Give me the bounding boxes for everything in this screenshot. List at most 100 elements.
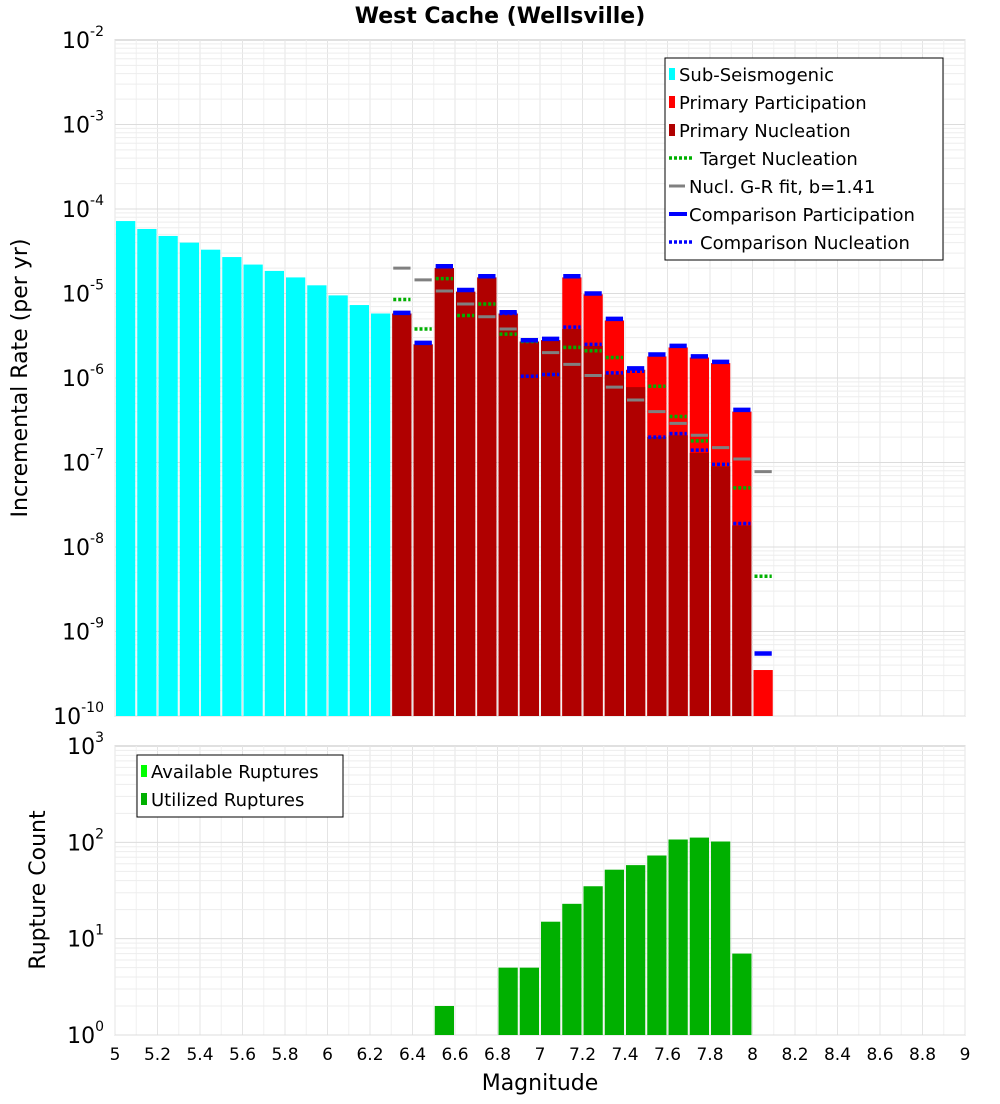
primary-nucleation-bar — [689, 452, 709, 716]
primary-nucleation-bar — [413, 344, 433, 716]
x-tick-label: 9 — [960, 1045, 971, 1065]
x-tick-label: 5.2 — [144, 1045, 171, 1065]
top-y-axis-title: Incremental Rate (per yr) — [8, 239, 33, 518]
y-tick-label: 10-9 — [62, 616, 104, 646]
x-tick-label: 6.6 — [441, 1045, 468, 1065]
x-tick-label: 5.4 — [186, 1045, 213, 1065]
utilized-ruptures-bar — [562, 903, 582, 1035]
legend-label: Target Nucleation — [699, 149, 858, 170]
x-tick-labels: 5 5.2 5.4 5.6 5.8 6 6.2 6.4 6.6 6.8 7 7.2 7.4 7.6 7.8 8… — [110, 1045, 971, 1065]
x-tick-label: 6.4 — [399, 1045, 426, 1065]
sub-seismogenic-bar — [179, 242, 199, 717]
sub-seismogenic-bar — [137, 228, 157, 716]
x-tick-label: 7 — [535, 1045, 546, 1065]
x-tick-label: 5.6 — [229, 1045, 256, 1065]
x-tick-label: 6.2 — [356, 1045, 383, 1065]
utilized-ruptures-bar — [604, 869, 624, 1035]
y-tick-label: 10-5 — [62, 278, 104, 308]
utilized-ruptures-bar — [498, 967, 518, 1035]
top-y-tick-labels: 10-10 10-9 10-8 10-7 10-6 10-5 10-4 10-3 10-2 — [53, 24, 104, 730]
x-tick-label: 6 — [322, 1045, 333, 1065]
legend-swatch — [669, 124, 675, 136]
x-tick-label: 8.8 — [909, 1045, 936, 1065]
sub-seismogenic-bar — [349, 305, 369, 716]
x-tick-label: 6.8 — [484, 1045, 511, 1065]
legend-label: Utilized Ruptures — [151, 790, 304, 811]
primary-nucleation-bar — [519, 341, 539, 716]
primary-nucleation-bar — [456, 291, 476, 716]
utilized-ruptures-bar — [647, 855, 667, 1035]
sub-seismogenic-bar — [222, 257, 242, 716]
legend-label: Primary Nucleation — [679, 121, 851, 142]
sub-seismogenic-bar — [286, 277, 306, 716]
primary-participation-bar — [753, 670, 773, 716]
legend-label: Nucl. G-R fit, b=1.41 — [689, 177, 875, 198]
utilized-ruptures-bar — [626, 865, 646, 1035]
legend-label: Available Ruptures — [151, 762, 319, 783]
x-tick-label: 7.4 — [611, 1045, 638, 1065]
legend-box — [664, 57, 944, 261]
y-tick-label: 10-6 — [62, 362, 104, 392]
primary-nucleation-bar — [668, 435, 688, 716]
x-tick-label: 7.8 — [696, 1045, 723, 1065]
utilized-ruptures-bar — [541, 921, 561, 1035]
sub-seismogenic-bar — [371, 313, 391, 716]
legend-label: Primary Participation — [679, 93, 867, 114]
x-tick-label: 8.4 — [824, 1045, 851, 1065]
x-tick-label: 8.6 — [866, 1045, 893, 1065]
y-tick-label: 10-4 — [62, 193, 104, 223]
bottom-y-axis-title: Rupture Count — [26, 810, 51, 970]
x-tick-label: 7.6 — [654, 1045, 681, 1065]
primary-nucleation-bar — [647, 437, 667, 716]
primary-nucleation-bar — [498, 313, 518, 716]
x-tick-label: 8 — [747, 1045, 758, 1065]
y-tick-label: 102 — [67, 826, 104, 856]
top-series-marks — [116, 221, 773, 717]
y-tick-label: 103 — [67, 730, 104, 760]
y-tick-label: 10-2 — [62, 24, 104, 54]
y-tick-label: 101 — [67, 923, 104, 953]
legend-box — [136, 754, 344, 818]
y-tick-label: 10-3 — [62, 109, 104, 139]
legend-swatch — [669, 96, 675, 108]
chart-title: West Cache (Wellsville) — [355, 4, 646, 29]
x-axis-title: Magnitude — [482, 1071, 599, 1096]
sub-seismogenic-bar — [243, 264, 263, 716]
utilized-ruptures-bar — [583, 886, 603, 1035]
bottom-y-tick-labels: 100 101 102 103 — [67, 730, 104, 1049]
legend-label: Sub-Seismogenic — [679, 65, 834, 86]
utilized-ruptures-bar — [519, 967, 539, 1035]
bottom-legend: Available Ruptures Utilized Ruptures — [136, 754, 344, 818]
primary-nucleation-bar — [711, 466, 731, 716]
y-tick-label: 10-7 — [62, 447, 104, 477]
legend-swatch — [141, 793, 147, 805]
primary-nucleation-bar — [562, 329, 582, 716]
y-tick-label: 100 — [67, 1019, 104, 1049]
legend-swatch — [669, 68, 675, 80]
utilized-ruptures-bar — [711, 841, 731, 1035]
primary-nucleation-bar — [583, 345, 603, 716]
legend-swatch — [141, 765, 147, 777]
legend-label: Comparison Nucleation — [700, 233, 910, 254]
x-tick-label: 5 — [110, 1045, 121, 1065]
primary-nucleation-bar — [434, 268, 454, 716]
x-tick-label: 5.8 — [271, 1045, 298, 1065]
sub-seismogenic-bar — [116, 221, 136, 716]
x-tick-label: 7.2 — [569, 1045, 596, 1065]
sub-seismogenic-bar — [264, 270, 284, 716]
primary-nucleation-bar — [604, 374, 624, 716]
utilized-ruptures-bar — [689, 837, 709, 1035]
utilized-ruptures-bar — [434, 1006, 454, 1035]
y-tick-label: 10-8 — [62, 531, 104, 561]
x-tick-label: 8.2 — [781, 1045, 808, 1065]
sub-seismogenic-bar — [307, 285, 327, 716]
primary-nucleation-bar — [732, 525, 752, 716]
utilized-ruptures-bar — [668, 839, 688, 1035]
top-legend: Sub-Seismogenic Primary Participation Prim… — [664, 57, 944, 261]
y-tick-label: 10-10 — [53, 700, 104, 730]
primary-nucleation-bar — [626, 387, 646, 716]
primary-nucleation-bar — [392, 313, 412, 716]
bottom-series-marks — [434, 837, 752, 1035]
sub-seismogenic-bar — [201, 249, 221, 716]
